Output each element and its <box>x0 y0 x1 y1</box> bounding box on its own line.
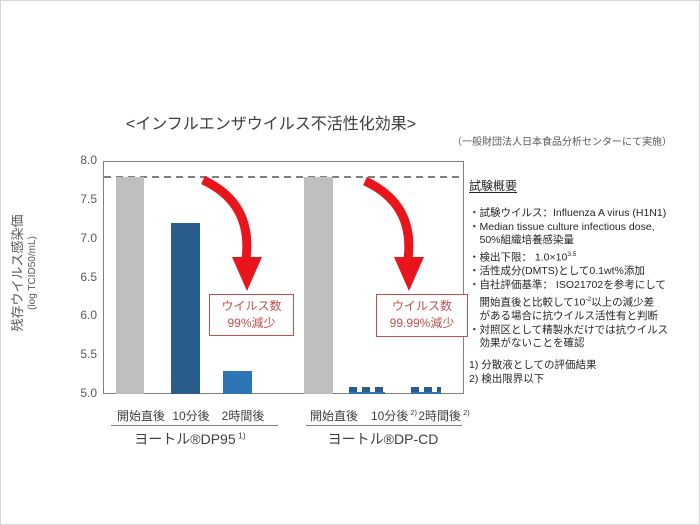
test-summary-heading: 試験概要 <box>469 179 518 193</box>
plot-frame <box>103 161 464 394</box>
bullet-line: 50%組織培養感染量 <box>469 234 575 247</box>
bullet-line: ・Median tissue culture infectious dose, <box>469 220 655 233</box>
chart-title: <インフルエンザウイルス不活性化効果> <box>125 116 417 133</box>
x-tick-label: 開始直後 <box>116 409 166 423</box>
x-tick-label: 2時間後 2) <box>418 408 470 423</box>
group-underline <box>111 425 278 426</box>
x-tick-label: 開始直後 <box>309 409 359 423</box>
bullet-line: ・検出下限： 1.0×103.5 <box>469 251 577 264</box>
bar <box>304 176 333 394</box>
footnotes: 1) 分散液としての評価結果 2) 検出限界以下 <box>469 359 699 386</box>
reference-dashed-line <box>104 176 463 178</box>
y-tick-label: 7.5 <box>80 192 97 206</box>
y-axis-title-unit: (log TCID50/mL) <box>27 236 38 310</box>
footnote: 1) 分散液としての評価結果 <box>469 359 597 372</box>
group-label: ヨートル®DP95 1) <box>134 430 246 447</box>
group-label: ヨートル®DP-CD <box>327 431 439 447</box>
bullet-line: がある場合に抗ウイルス活性有と判断 <box>469 309 658 322</box>
bar <box>223 370 252 394</box>
y-axis-title: 残存ウイルス感染価 (log TCID50/mL) <box>9 188 51 358</box>
bullet-line: ・自社評価基準： ISO21702を参考にして <box>469 279 666 292</box>
chart-subtitle: （一般財団法人日本食品分析センターにて実施） <box>452 137 672 148</box>
y-tick-label: 8.0 <box>80 153 97 167</box>
plot-area <box>103 161 464 394</box>
bar-below-detection <box>411 387 441 394</box>
y-tick-label: 7.0 <box>80 231 97 245</box>
bar-below-detection <box>349 387 385 394</box>
y-tick-label: 6.5 <box>80 270 97 284</box>
y-tick-label: 5.0 <box>80 386 97 400</box>
bullet-line: ・対照区として精製水だけでは抗ウイルス <box>469 323 669 336</box>
annotation-virus-reduction-1: ウイルス数 99%減少 <box>209 294 294 336</box>
annotation-line: ウイルス数 <box>391 299 452 313</box>
bar <box>171 223 200 394</box>
bar <box>116 176 144 394</box>
x-tick-label: 2時間後 <box>221 409 265 423</box>
bullet-line: ・試験ウイルス：Influenza A virus (H1N1) <box>469 207 667 219</box>
test-summary-panel: 試験概要 ・試験ウイルス：Influenza A virus (H1N1) ・Me… <box>469 177 699 386</box>
bullet-line: 開始直後と比較して10-2以上の減少差 <box>469 295 655 309</box>
annotation-virus-reduction-2: ウイルス数 99.99%減少 <box>376 294 468 337</box>
bullet-line: 効果がないことを確認 <box>469 337 585 350</box>
annotation-line: ウイルス数 <box>221 299 282 313</box>
y-tick-label: 5.5 <box>80 347 97 361</box>
x-tick-label: 10分後 <box>172 409 210 423</box>
annotation-line: 99%減少 <box>227 316 276 330</box>
group-underline <box>306 425 462 426</box>
x-tick-label: 10分後 2) <box>370 408 418 423</box>
annotation-line: 99.99%減少 <box>389 316 455 330</box>
test-summary-bullets: ・試験ウイルス：Influenza A virus (H1N1) ・Median … <box>469 207 699 351</box>
y-tick-label: 6.0 <box>80 308 97 322</box>
y-axis-title-main: 残存ウイルス感染価 <box>10 214 25 332</box>
footnote: 2) 検出限界以下 <box>469 372 545 385</box>
bullet-line: ・活性成分(DMTS)として0.1wt%添加 <box>469 265 645 278</box>
